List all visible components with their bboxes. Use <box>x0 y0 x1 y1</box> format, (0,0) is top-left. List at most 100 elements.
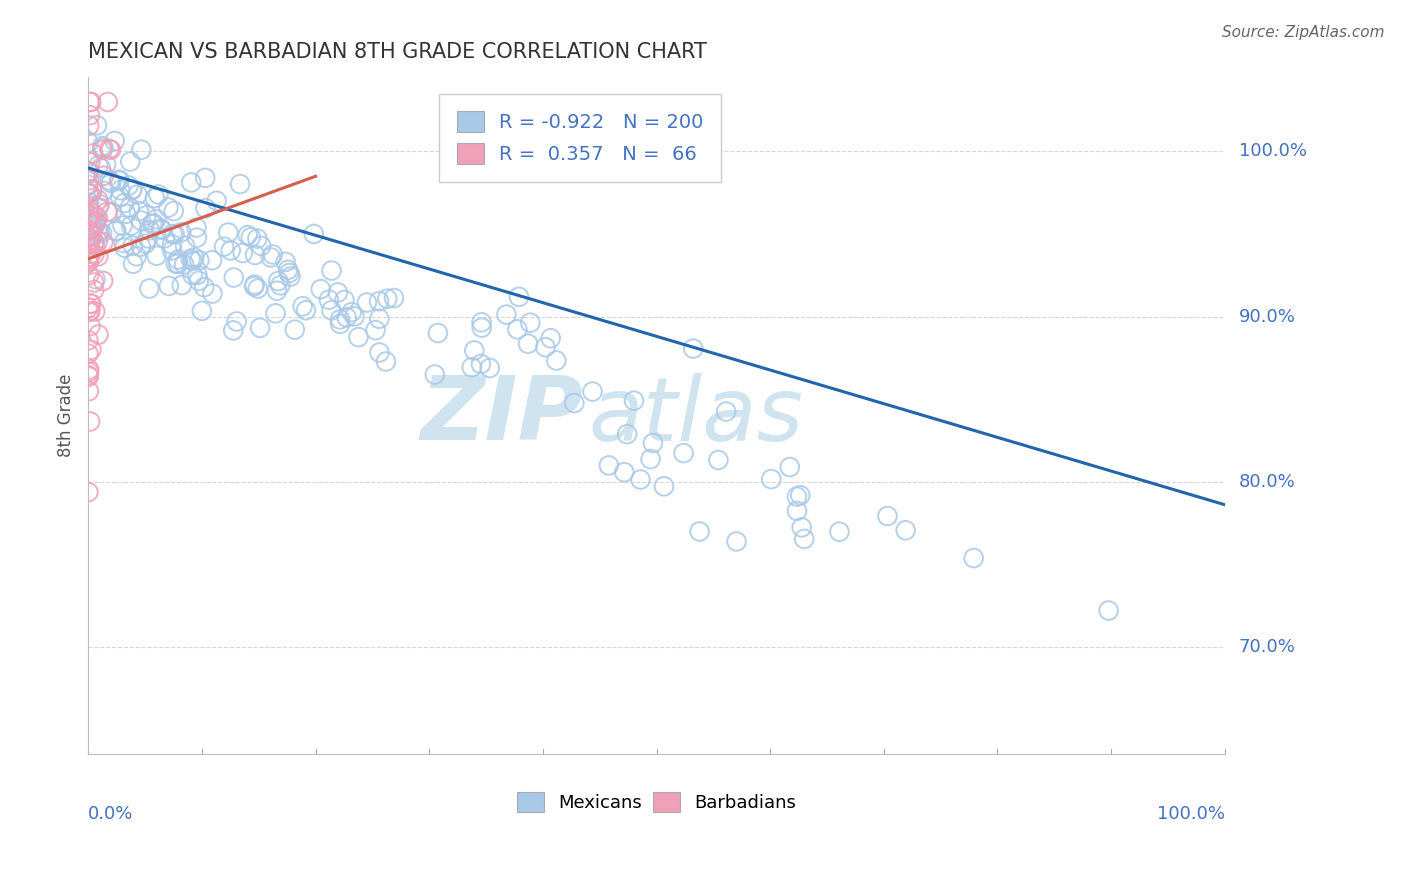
Point <box>423 368 446 382</box>
Point <box>162 227 184 241</box>
Point <box>87 211 110 225</box>
Point <box>121 238 143 252</box>
Point <box>100 143 122 157</box>
Point <box>114 241 136 255</box>
Point <box>779 460 801 475</box>
Point <box>83 219 105 234</box>
Point <box>87 193 110 207</box>
Point <box>180 252 202 267</box>
Point <box>93 235 115 249</box>
Point <box>79 212 101 227</box>
Point <box>80 233 103 247</box>
Point <box>145 249 167 263</box>
Point <box>120 154 142 169</box>
Point <box>83 276 105 290</box>
Point <box>508 290 530 304</box>
Point <box>616 427 638 442</box>
Point <box>79 304 101 318</box>
Point <box>84 272 107 286</box>
Point <box>87 224 110 238</box>
Point <box>165 257 187 271</box>
Point <box>98 142 121 156</box>
Point <box>540 331 562 345</box>
Point <box>79 187 101 202</box>
Point <box>77 369 100 384</box>
Point <box>212 240 235 254</box>
Point <box>84 215 107 229</box>
Text: Source: ZipAtlas.com: Source: ZipAtlas.com <box>1222 25 1385 40</box>
Point <box>478 361 501 376</box>
Point <box>77 347 100 361</box>
Point <box>87 200 110 214</box>
Point <box>205 194 228 208</box>
Point <box>82 216 104 230</box>
Point <box>80 95 103 109</box>
Point <box>519 316 541 330</box>
Point <box>173 258 195 272</box>
Point <box>470 315 492 329</box>
Point <box>89 225 111 239</box>
Point <box>187 274 209 288</box>
Point <box>77 201 100 215</box>
Point <box>77 164 100 178</box>
Point <box>108 174 131 188</box>
Point <box>96 157 118 171</box>
Point <box>790 520 813 534</box>
Point <box>136 231 159 245</box>
Point <box>77 255 100 269</box>
Point <box>82 211 104 225</box>
Point <box>108 190 131 204</box>
Point <box>714 404 737 418</box>
Point <box>93 141 115 155</box>
Point <box>277 262 299 277</box>
Point <box>87 327 110 342</box>
Point <box>84 239 107 253</box>
Point <box>239 230 262 244</box>
Point <box>347 330 370 344</box>
Point <box>243 248 266 262</box>
Point <box>183 251 205 265</box>
Point <box>828 524 851 539</box>
Point <box>343 310 366 324</box>
Point <box>170 278 193 293</box>
Point <box>101 205 124 219</box>
Point <box>83 236 105 251</box>
Point <box>77 365 100 379</box>
Point <box>786 504 808 518</box>
Point <box>672 446 695 460</box>
Point <box>80 246 103 260</box>
Point <box>77 362 100 376</box>
Point <box>77 368 100 383</box>
Point <box>77 178 100 192</box>
Point <box>150 223 173 237</box>
Point <box>93 184 115 198</box>
Point <box>1097 603 1119 617</box>
Point <box>143 191 166 205</box>
Point <box>77 268 100 283</box>
Point <box>652 479 675 493</box>
Point <box>131 143 153 157</box>
Point <box>232 246 254 260</box>
Point <box>91 143 114 157</box>
Point <box>121 182 143 196</box>
Point <box>506 322 529 336</box>
Point <box>82 206 104 220</box>
Point <box>77 485 100 500</box>
Point <box>108 173 131 187</box>
Point <box>356 295 378 310</box>
Point <box>142 216 165 230</box>
Point <box>368 345 391 359</box>
Point <box>150 221 173 235</box>
Point <box>139 223 162 237</box>
Point <box>517 336 540 351</box>
Point <box>174 239 197 253</box>
Point <box>640 452 662 467</box>
Point <box>329 317 352 331</box>
Point <box>163 204 186 219</box>
Point <box>118 201 141 215</box>
Point <box>96 204 118 219</box>
Text: 100.0%: 100.0% <box>1239 143 1306 161</box>
Point <box>630 473 652 487</box>
Point <box>77 230 100 244</box>
Point <box>725 534 748 549</box>
